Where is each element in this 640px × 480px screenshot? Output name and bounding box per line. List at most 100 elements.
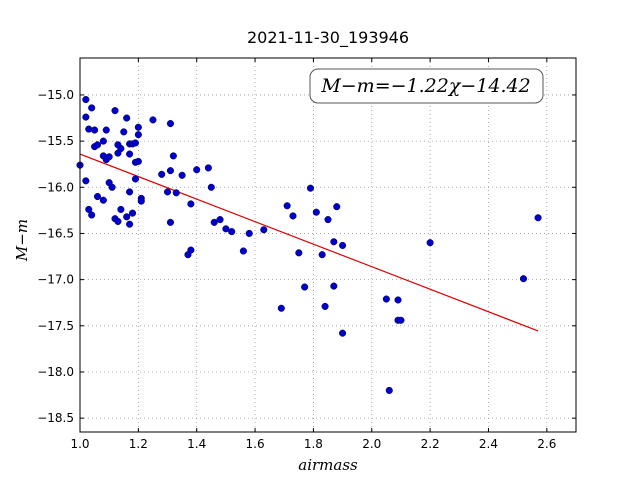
data-point bbox=[324, 216, 332, 224]
data-point bbox=[131, 139, 139, 147]
data-point bbox=[105, 153, 113, 161]
data-point bbox=[330, 282, 338, 290]
data-point bbox=[330, 238, 338, 246]
data-point bbox=[120, 128, 128, 136]
data-point bbox=[88, 211, 96, 219]
data-point bbox=[126, 150, 134, 158]
data-point bbox=[99, 196, 107, 204]
data-point bbox=[111, 107, 119, 115]
equation-frame bbox=[309, 68, 544, 104]
data-point bbox=[134, 131, 142, 139]
x-tick-label: 2.4 bbox=[479, 437, 498, 451]
x-tick-label: 2.2 bbox=[421, 437, 440, 451]
data-point bbox=[166, 167, 174, 175]
data-point bbox=[117, 144, 125, 153]
data-point bbox=[149, 116, 157, 124]
data-point bbox=[321, 302, 329, 310]
data-point bbox=[385, 386, 393, 394]
x-tick-label: 1.0 bbox=[70, 437, 89, 451]
data-point bbox=[126, 220, 134, 228]
y-tick-labels: −15.0 −15.5 −16.0 −16.5 −17.0 −17.5 −18.0 −18.5 bbox=[37, 88, 74, 425]
data-point bbox=[166, 120, 174, 128]
data-point bbox=[260, 226, 268, 234]
data-point bbox=[85, 125, 93, 133]
data-point bbox=[172, 189, 180, 197]
data-point bbox=[426, 239, 434, 247]
x-tick-label: 2.6 bbox=[537, 437, 556, 451]
data-point bbox=[534, 214, 542, 222]
data-point bbox=[102, 126, 110, 134]
data-point bbox=[134, 157, 142, 165]
data-point bbox=[93, 192, 102, 201]
chart-title: 2021-11-30_193946 bbox=[247, 28, 409, 48]
y-tick-label: −17.0 bbox=[37, 273, 74, 287]
data-point bbox=[301, 283, 309, 291]
data-point bbox=[228, 228, 236, 236]
data-point bbox=[123, 114, 131, 122]
data-point bbox=[239, 247, 247, 255]
data-point bbox=[114, 217, 122, 226]
fit-line bbox=[79, 153, 539, 332]
data-point bbox=[82, 113, 90, 121]
data-point bbox=[339, 241, 347, 250]
x-tick-label: 1.2 bbox=[129, 437, 148, 451]
equation-text: M−m=−1.22χ−14.42 bbox=[320, 75, 530, 97]
data-point bbox=[134, 123, 142, 131]
data-points bbox=[76, 96, 542, 394]
data-point bbox=[245, 229, 253, 238]
data-point bbox=[397, 316, 405, 324]
plot-frame bbox=[79, 57, 577, 433]
x-tick-label: 2.0 bbox=[362, 437, 381, 451]
data-point bbox=[204, 164, 212, 172]
y-tick-label: −18.5 bbox=[37, 411, 74, 425]
x-axis-label: airmass bbox=[298, 456, 358, 474]
data-point bbox=[166, 218, 174, 226]
x-tick-label: 1.6 bbox=[246, 437, 265, 451]
data-point bbox=[158, 170, 166, 178]
x-tick-label: 1.4 bbox=[187, 437, 206, 451]
data-point bbox=[187, 246, 195, 254]
data-point bbox=[333, 203, 341, 211]
data-point bbox=[289, 212, 297, 220]
data-point bbox=[382, 295, 390, 303]
data-point bbox=[394, 296, 402, 304]
data-point bbox=[82, 177, 90, 185]
data-point bbox=[216, 216, 224, 224]
data-point bbox=[519, 275, 528, 283]
data-point bbox=[137, 197, 145, 205]
data-point bbox=[207, 183, 215, 191]
fit-line-group bbox=[79, 153, 539, 332]
data-point bbox=[85, 205, 93, 213]
data-point bbox=[178, 171, 186, 179]
data-point bbox=[312, 208, 320, 216]
data-point bbox=[117, 205, 125, 213]
data-point bbox=[123, 213, 131, 221]
data-point bbox=[108, 183, 116, 191]
y-tick-label: −18.0 bbox=[37, 365, 74, 379]
data-point bbox=[283, 202, 291, 210]
y-tick-label: −15.0 bbox=[37, 88, 74, 102]
data-point bbox=[88, 104, 96, 112]
data-point bbox=[126, 188, 134, 196]
x-tick-label: 1.8 bbox=[304, 437, 323, 451]
data-point bbox=[169, 152, 177, 160]
data-point bbox=[128, 209, 137, 217]
y-tick-label: −17.5 bbox=[37, 319, 74, 333]
equation-box: M−m=−1.22χ−14.42 bbox=[309, 68, 544, 104]
y-tick-label: −16.0 bbox=[37, 180, 74, 194]
y-tick-label: −15.5 bbox=[37, 134, 74, 148]
data-point bbox=[99, 137, 107, 145]
data-point bbox=[295, 249, 303, 257]
data-point bbox=[131, 175, 139, 183]
data-point bbox=[91, 126, 99, 134]
y-axis-label: M−m bbox=[13, 219, 31, 262]
data-point bbox=[193, 166, 201, 174]
data-point bbox=[318, 251, 326, 259]
data-point bbox=[210, 218, 218, 226]
y-tick-label: −16.5 bbox=[37, 226, 74, 240]
x-tick-labels: 1.0 1.2 1.4 1.6 1.8 2.0 2.2 2.4 2.6 bbox=[70, 437, 556, 451]
data-point bbox=[277, 304, 285, 312]
ticks bbox=[79, 58, 576, 432]
data-point bbox=[339, 329, 347, 337]
